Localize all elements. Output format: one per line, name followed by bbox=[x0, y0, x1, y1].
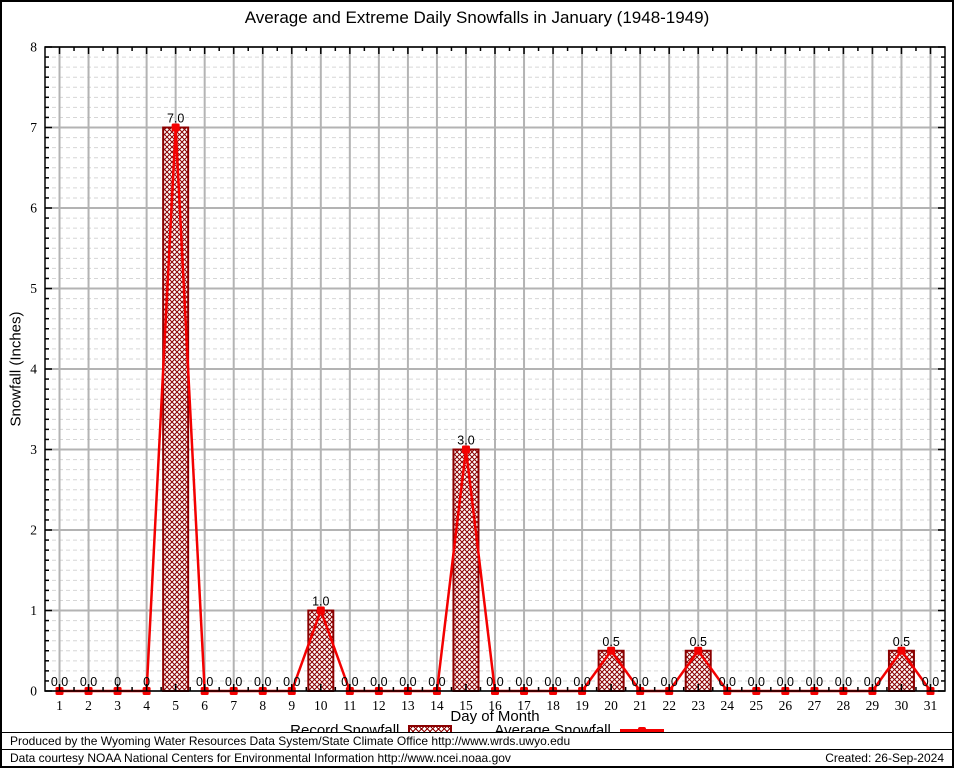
chart-footer: Produced by the Wyoming Water Resources … bbox=[2, 732, 952, 766]
footer-row-produced: Produced by the Wyoming Water Resources … bbox=[2, 732, 952, 749]
value-label-day-9: 0.0 bbox=[283, 675, 300, 689]
average-snowfall-line-icon bbox=[619, 726, 664, 735]
value-label-day-5: 7.0 bbox=[167, 112, 184, 126]
value-label-day-7: 0.0 bbox=[225, 675, 242, 689]
value-label-day-19: 0.0 bbox=[573, 675, 590, 689]
x-tick-label-13: 13 bbox=[401, 698, 415, 713]
value-labels: 0.0 0.0 0 0 7.0 0.0 0.0 0.0 0.0 1.0 0.0 0.0 0.0 0.0 3.… bbox=[51, 112, 939, 690]
x-tick-label-24: 24 bbox=[721, 698, 735, 713]
x-tick-label-1: 1 bbox=[56, 698, 63, 713]
footer-created-text: Created: 26-Sep-2024 bbox=[825, 751, 944, 765]
value-label-day-26: 0.0 bbox=[777, 675, 794, 689]
average-snowfall-markers bbox=[55, 123, 935, 695]
x-tick-label-14: 14 bbox=[430, 698, 444, 713]
y-tick-label-8: 8 bbox=[30, 40, 37, 55]
value-label-day-22: 0.0 bbox=[660, 675, 677, 689]
point-marker-day-20 bbox=[607, 646, 616, 655]
y-tick-label-1: 1 bbox=[30, 603, 37, 618]
y-axis-title: Snowfall (Inches) bbox=[7, 311, 25, 427]
x-tick-label-29: 29 bbox=[866, 698, 880, 713]
value-label-day-29: 0.0 bbox=[864, 675, 881, 689]
x-tick-label-18: 18 bbox=[546, 698, 560, 713]
x-tick-label-5: 5 bbox=[172, 698, 179, 713]
y-tick-labels: 0 1 2 3 4 5 6 7 8 bbox=[30, 40, 37, 699]
value-label-day-4: 0 bbox=[143, 675, 150, 689]
x-tick-label-31: 31 bbox=[924, 698, 938, 713]
x-tick-label-19: 19 bbox=[575, 698, 589, 713]
value-label-day-16: 0.0 bbox=[486, 675, 503, 689]
x-tick-label-30: 30 bbox=[895, 698, 909, 713]
value-label-day-13: 0.0 bbox=[399, 675, 416, 689]
point-marker-day-10 bbox=[316, 606, 325, 615]
x-tick-label-16: 16 bbox=[488, 698, 502, 713]
x-tick-label-15: 15 bbox=[459, 698, 473, 713]
value-label-day-8: 0.0 bbox=[254, 675, 271, 689]
y-tick-label-4: 4 bbox=[30, 362, 37, 377]
value-label-day-14: 0.0 bbox=[428, 675, 445, 689]
x-axis-title: Day of Month bbox=[450, 708, 540, 725]
x-tick-label-8: 8 bbox=[259, 698, 266, 713]
x-tick-label-3: 3 bbox=[114, 698, 121, 713]
value-label-day-15: 3.0 bbox=[457, 434, 474, 448]
point-marker-day-30 bbox=[897, 646, 906, 655]
average-snowfall-point-icon bbox=[637, 726, 646, 735]
value-label-day-30: 0.5 bbox=[893, 635, 910, 649]
y-tick-label-5: 5 bbox=[30, 281, 37, 296]
value-label-day-31: 0.0 bbox=[922, 675, 939, 689]
x-tick-label-2: 2 bbox=[85, 698, 92, 713]
value-label-day-17: 0.0 bbox=[515, 675, 532, 689]
grid-major bbox=[45, 46, 945, 692]
x-tick-label-20: 20 bbox=[604, 698, 618, 713]
chart-title: Average and Extreme Daily Snowfalls in J… bbox=[244, 8, 710, 27]
point-marker-day-5 bbox=[171, 123, 180, 132]
point-marker-day-23 bbox=[694, 646, 703, 655]
x-tick-label-26: 26 bbox=[779, 698, 793, 713]
x-tick-label-7: 7 bbox=[230, 698, 237, 713]
y-tick-label-0: 0 bbox=[30, 684, 37, 699]
value-label-day-3: 0 bbox=[114, 675, 121, 689]
value-label-day-2: 0.0 bbox=[80, 675, 97, 689]
x-tick-label-9: 9 bbox=[288, 698, 295, 713]
value-label-day-12: 0.0 bbox=[370, 675, 387, 689]
x-tick-label-22: 22 bbox=[662, 698, 676, 713]
value-label-day-11: 0.0 bbox=[341, 675, 358, 689]
value-label-day-6: 0.0 bbox=[196, 675, 213, 689]
value-label-day-18: 0.0 bbox=[544, 675, 561, 689]
x-tick-label-27: 27 bbox=[808, 698, 822, 713]
value-label-day-24: 0.0 bbox=[719, 675, 736, 689]
x-tick-label-12: 12 bbox=[372, 698, 386, 713]
value-label-day-20: 0.5 bbox=[602, 635, 619, 649]
x-tick-label-25: 25 bbox=[750, 698, 764, 713]
y-tick-label-6: 6 bbox=[30, 201, 37, 216]
value-label-day-1: 0.0 bbox=[51, 675, 68, 689]
record-bar-day-15 bbox=[452, 448, 480, 692]
record-bar-day-10 bbox=[307, 609, 335, 692]
x-tick-label-28: 28 bbox=[837, 698, 851, 713]
value-label-day-25: 0.0 bbox=[748, 675, 765, 689]
x-tick-labels: 1 2 3 4 5 6 7 8 9 10 11 12 13 14 15 16 17 18 19 20 21 22 23 24 2… bbox=[56, 698, 937, 713]
x-tick-label-17: 17 bbox=[517, 698, 531, 713]
footer-produced-text: Produced by the Wyoming Water Resources … bbox=[10, 734, 571, 748]
x-tick-label-21: 21 bbox=[633, 698, 647, 713]
x-tick-label-11: 11 bbox=[343, 698, 356, 713]
footer-courtesy-text: Data courtesy NOAA National Centers for … bbox=[10, 751, 511, 765]
plot-border bbox=[44, 46, 946, 692]
x-tick-label-4: 4 bbox=[143, 698, 150, 713]
value-label-day-28: 0.0 bbox=[835, 675, 852, 689]
record-bar-day-5 bbox=[162, 126, 190, 692]
point-marker-day-15 bbox=[461, 445, 470, 454]
y-tick-label-2: 2 bbox=[30, 523, 37, 538]
y-tick-label-7: 7 bbox=[30, 120, 37, 135]
x-tick-label-23: 23 bbox=[691, 698, 705, 713]
y-tick-label-3: 3 bbox=[30, 442, 37, 457]
footer-row-courtesy: Data courtesy NOAA National Centers for … bbox=[2, 749, 952, 766]
value-label-day-27: 0.0 bbox=[806, 675, 823, 689]
x-tick-label-6: 6 bbox=[201, 698, 208, 713]
value-label-day-23: 0.5 bbox=[690, 635, 707, 649]
x-tick-label-10: 10 bbox=[314, 698, 328, 713]
value-label-day-10: 1.0 bbox=[312, 595, 329, 609]
value-label-day-21: 0.0 bbox=[631, 675, 648, 689]
